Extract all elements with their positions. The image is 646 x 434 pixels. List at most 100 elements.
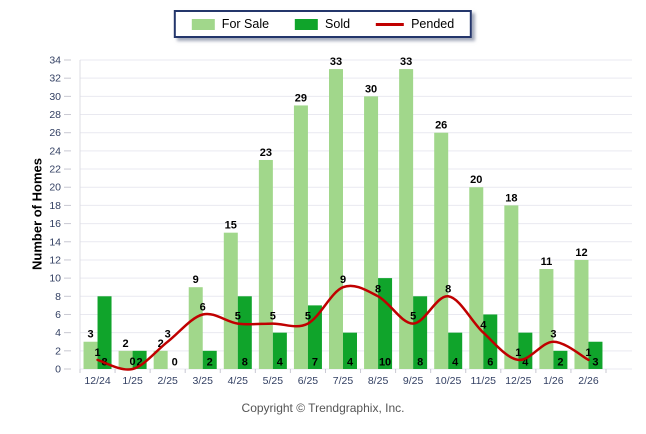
legend-item-sold: Sold [295, 17, 350, 31]
legend-item-pended: Pended [376, 17, 454, 31]
bar-value-labels: 3822209215823429733430103382642061841121… [87, 56, 598, 368]
for-sale-value-label: 2 [158, 338, 164, 350]
for-sale-value-label: 12 [575, 247, 587, 259]
for-sale-value-label: 20 [470, 174, 482, 186]
for-sale-bar [364, 96, 379, 370]
for-sale-value-label: 33 [330, 56, 342, 68]
pended-value-label: 9 [340, 274, 346, 286]
for-sale-bar [293, 105, 308, 370]
sold-value-label: 3 [592, 357, 598, 369]
axis-ticks [64, 59, 607, 373]
for-sale-bar [153, 350, 168, 369]
sold-value-label: 2 [557, 357, 563, 369]
for-sale-value-label: 9 [193, 274, 199, 286]
for-sale-value-label: 33 [400, 56, 412, 68]
pended-value-label: 6 [200, 301, 206, 313]
pended-line [96, 284, 590, 371]
for-sale-value-label: 29 [295, 92, 307, 104]
sold-value-label: 0 [172, 357, 178, 369]
for-sale-bar [329, 69, 343, 370]
for-sale-bar [188, 287, 203, 369]
y-tick-label: 2 [55, 345, 61, 357]
y-tick-label: 0 [55, 364, 61, 376]
pended-value-label: 5 [305, 311, 311, 323]
pended-value-label: 3 [165, 329, 171, 341]
sold-bar [202, 350, 217, 369]
pended-value-label: 1 [585, 347, 591, 359]
sold-value-label: 4 [277, 357, 284, 369]
y-tick-label: 34 [49, 55, 61, 67]
for-sale-value-label: 30 [365, 83, 377, 95]
x-tick-label: 2/26 [578, 375, 599, 387]
x-tick-label: 3/25 [193, 375, 214, 387]
y-tick-label: 10 [49, 273, 61, 285]
y-axis-title: Number of Homes [29, 158, 45, 270]
x-tick-label: 7/25 [333, 375, 354, 387]
for-sale-swatch-icon [191, 18, 215, 30]
for-sale-value-label: 2 [123, 338, 129, 350]
legend-label-sold: Sold [325, 17, 351, 31]
for-sale-bar [399, 69, 414, 370]
sold-value-label: 4 [347, 357, 354, 369]
for-sale-bar [539, 269, 554, 369]
x-tick-label: 6/25 [298, 375, 319, 387]
x-tick-label: 1/26 [543, 375, 564, 387]
y-tick-label: 32 [49, 73, 61, 85]
sold-value-label: 2 [207, 357, 213, 369]
sold-swatch-icon [295, 18, 319, 30]
sold-bar [378, 278, 393, 369]
x-tick-label: 4/25 [228, 375, 249, 387]
sold-value-label: 2 [137, 357, 143, 369]
sold-bar [553, 350, 568, 369]
for-sale-value-label: 18 [505, 192, 517, 204]
pended-line-icon [376, 22, 405, 26]
y-tick-label: 26 [49, 127, 61, 139]
y-tick-label: 28 [49, 109, 61, 121]
for-sale-bar [434, 132, 449, 369]
sold-value-label: 6 [487, 357, 493, 369]
x-tick-label: 8/25 [368, 375, 389, 387]
sold-value-label: 4 [452, 357, 459, 369]
pended-line-group [96, 284, 590, 371]
y-tick-label: 30 [49, 91, 61, 103]
for-sale-value-label: 26 [435, 120, 447, 132]
x-tick-label: 10/25 [435, 375, 461, 387]
pended-value-label: 4 [480, 320, 487, 332]
for-sale-bar [83, 341, 98, 369]
pended-value-label: 3 [550, 329, 556, 341]
y-tick-label: 20 [49, 182, 61, 194]
y-tick-label: 16 [49, 218, 61, 230]
sold-value-label: 8 [242, 357, 248, 369]
y-tick-label: 6 [55, 309, 61, 321]
pended-value-label: 0 [130, 356, 136, 368]
sold-bar [272, 332, 287, 369]
for-sale-value-label: 3 [87, 329, 93, 341]
for-sale-bar [118, 350, 133, 369]
pended-value-label: 8 [445, 283, 451, 295]
sold-value-label: 4 [522, 357, 529, 369]
x-tick-label: 11/25 [471, 375, 497, 387]
sold-bar [97, 296, 112, 369]
sold-bar [483, 314, 498, 369]
for-sale-value-label: 23 [260, 147, 272, 159]
sold-bar [237, 296, 252, 369]
for-sale-bar [504, 205, 519, 369]
for-sale-bar [258, 159, 273, 369]
y-tick-label: 22 [49, 164, 61, 176]
y-tick-label: 18 [49, 200, 61, 212]
legend-label-pended: Pended [411, 17, 455, 31]
sold-bar [413, 296, 428, 369]
gridlines [80, 59, 632, 370]
sold-bar [588, 341, 603, 369]
bars [83, 69, 603, 370]
legend-label-for-sale: For Sale [221, 17, 270, 31]
x-tick-label: 5/25 [263, 375, 284, 387]
x-tick-label: 2/25 [157, 375, 178, 387]
legend-item-for-sale: For Sale [191, 17, 270, 31]
sold-value-label: 10 [379, 357, 391, 369]
for-sale-value-label: 15 [225, 220, 237, 232]
pended-value-label: 1 [94, 347, 100, 359]
